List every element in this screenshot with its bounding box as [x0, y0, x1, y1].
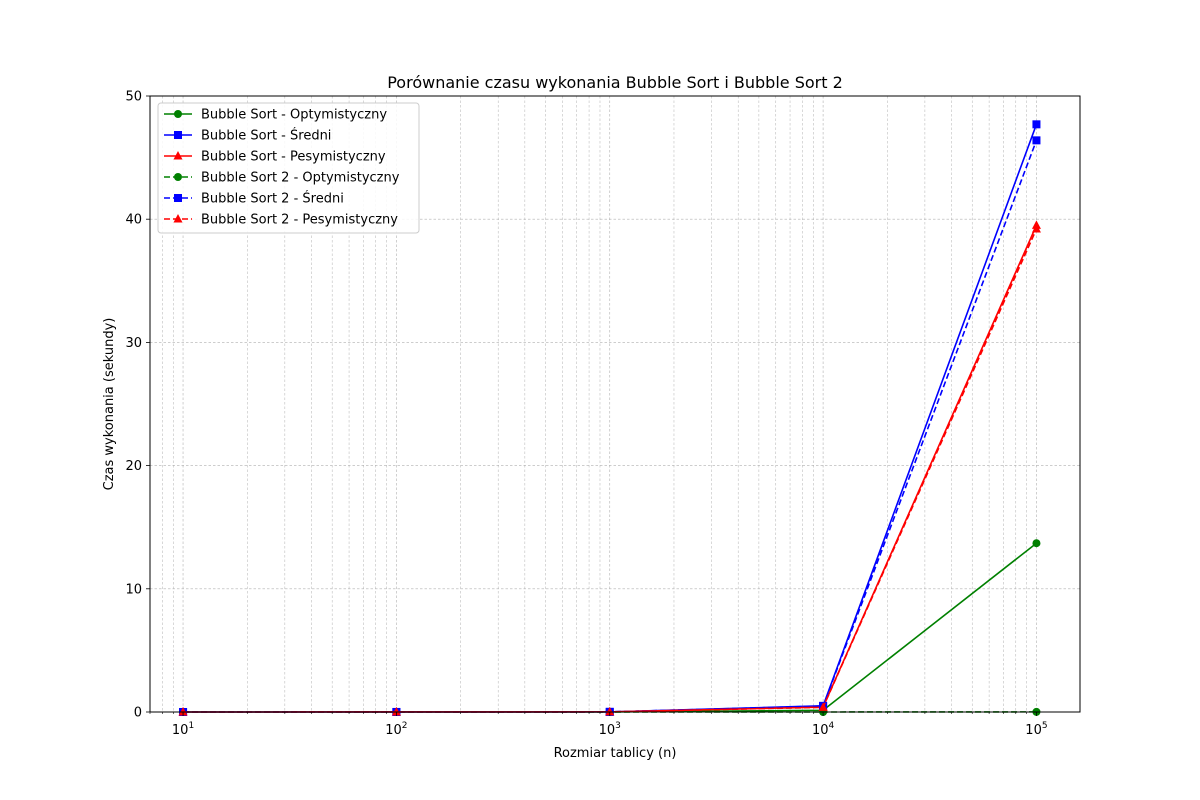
data-point [391, 706, 401, 716]
legend: Bubble Sort - Optymistyczny Bubble Sort -… [157, 102, 420, 234]
legend-item: Bubble Sort - Optymistyczny [164, 108, 387, 123]
legend-label: Bubble Sort - Średni [201, 128, 331, 144]
legend-marker [173, 151, 183, 160]
x-tick-label: 103 [599, 721, 621, 738]
legend-item: Bubble Sort - Pesymistyczny [164, 150, 386, 165]
data-point [178, 707, 188, 716]
x-tick-label: 105 [1025, 721, 1047, 738]
legend-box [157, 102, 420, 234]
legend-label: Bubble Sort 2 - Średni [201, 191, 344, 207]
legend-marker [174, 173, 182, 181]
y-axis-ticks: 0 10 20 30 40 50 [125, 90, 150, 721]
y-tick-label: 50 [125, 90, 142, 105]
y-tick-label: 0 [134, 706, 142, 721]
y-tick-label: 30 [125, 336, 142, 351]
y-tick-label: 10 [125, 582, 142, 597]
data-point [818, 702, 828, 711]
y-tick-label: 40 [125, 213, 142, 228]
x-tick-label: 104 [812, 721, 835, 738]
legend-label: Bubble Sort - Optymistyczny [201, 108, 387, 123]
legend-marker [174, 194, 182, 202]
legend-item: Bubble Sort 2 - Pesymistyczny [164, 213, 398, 228]
data-point [605, 706, 615, 716]
legend-label: Bubble Sort - Pesymistyczny [201, 150, 386, 165]
data-point [1031, 224, 1041, 233]
data-point [1032, 120, 1041, 129]
legend-label: Bubble Sort 2 - Optymistyczny [201, 171, 400, 186]
data-point [1032, 136, 1041, 145]
y-tick-label: 20 [125, 459, 142, 474]
chart-title: Porównanie czasu wykonania Bubble Sort i… [387, 73, 843, 92]
legend-marker [174, 110, 182, 118]
legend-item: Bubble Sort - Średni [164, 128, 331, 144]
x-tick-label: 101 [172, 721, 194, 738]
legend-item: Bubble Sort 2 - Średni [164, 191, 344, 207]
legend-label: Bubble Sort 2 - Pesymistyczny [201, 213, 398, 228]
x-tick-label: 102 [385, 721, 407, 738]
legend-item: Bubble Sort 2 - Optymistyczny [164, 171, 400, 186]
legend-marker [173, 214, 183, 223]
x-axis-ticks: 101 102 103 104 105 [149, 712, 1048, 738]
y-axis-label: Czas wykonania (sekundy) [102, 318, 117, 491]
plot-area-frame [149, 95, 1081, 713]
data-point [1032, 539, 1041, 548]
legend-marker [174, 131, 182, 139]
x-axis-label: Rozmiar tablicy (n) [554, 746, 677, 761]
